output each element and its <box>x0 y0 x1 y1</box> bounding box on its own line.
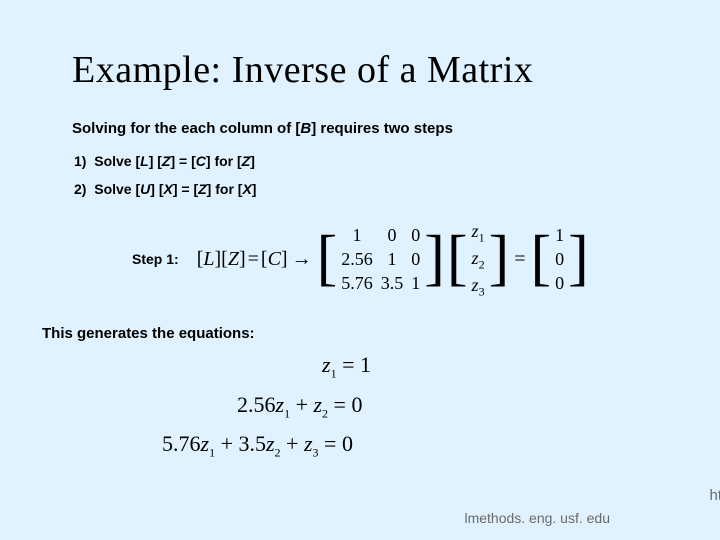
cell: z2 <box>472 246 485 273</box>
t: Solve [ <box>94 153 140 169</box>
cell: 3.5 <box>381 271 404 295</box>
rbracket: ] <box>239 248 246 271</box>
s: 1 <box>479 231 485 245</box>
lbracket: [ <box>317 221 338 298</box>
t: 2.56 <box>237 392 276 417</box>
t: 5.76 <box>162 431 201 456</box>
v: z <box>266 431 275 456</box>
var: U <box>140 181 150 197</box>
generates-label: This generates the equations: <box>42 325 670 342</box>
s: 3 <box>479 284 485 298</box>
vector-z: [ z1 z2 z3 ] <box>447 217 509 301</box>
t: ] = [ <box>173 181 198 197</box>
cell: 1 <box>381 247 404 271</box>
cell: z3 <box>472 273 485 300</box>
t: = 0 <box>319 431 353 456</box>
rbracket: ] <box>281 248 288 271</box>
cell: 0 <box>381 223 404 247</box>
subtitle: Solving for the each column of [B] requi… <box>72 120 670 137</box>
cell: 2.56 <box>341 247 373 271</box>
rbracket: ][ <box>214 248 227 271</box>
col: z1 z2 z3 <box>468 217 489 301</box>
v: z <box>322 352 331 377</box>
col: 0 1 3.5 <box>377 221 408 298</box>
text: Solving for the each column of [ <box>72 120 300 137</box>
eq: = <box>514 248 525 271</box>
lbracket: [ <box>261 248 268 271</box>
step-number: 1) <box>74 153 86 169</box>
t: = 0 <box>328 392 362 417</box>
var: Z <box>242 153 251 169</box>
eq: = <box>248 248 259 271</box>
step-number: 2) <box>74 181 86 197</box>
var: Z <box>198 181 207 197</box>
v: z <box>304 431 313 456</box>
rbracket: ] <box>489 217 510 301</box>
t: = 1 <box>337 352 371 377</box>
equations-block: z1 = 1 2.56z1 + z2 = 0 5.76z1 + 3.5z2 + … <box>152 352 670 460</box>
footer-url: lmethods. eng. usf. edu <box>464 510 610 526</box>
t: ] for [ <box>206 153 242 169</box>
vector-c: [ 1 0 0 ] <box>531 221 589 298</box>
rbracket: ] <box>568 221 589 298</box>
cell: 1 <box>411 271 420 295</box>
col: 1 0 0 <box>551 221 568 298</box>
cell: 0 <box>555 247 564 271</box>
col: 0 0 1 <box>407 221 424 298</box>
arrow-icon: → <box>292 248 312 271</box>
t: + <box>281 431 304 456</box>
var: X <box>242 181 251 197</box>
t: + 3.5 <box>215 431 266 456</box>
t: ] [ <box>149 153 162 169</box>
t: + <box>290 392 313 417</box>
cell: 0 <box>411 247 420 271</box>
cell: 0 <box>555 271 564 295</box>
page-title: Example: Inverse of a Matrix <box>72 48 670 92</box>
cell: 0 <box>411 223 420 247</box>
v: z <box>276 392 285 417</box>
t: ] = [ <box>170 153 195 169</box>
step-1: 1) Solve [L] [Z] = [C] for [Z] <box>74 153 670 169</box>
v: z <box>472 248 479 268</box>
step-2: 2) Solve [U] [X] = [Z] for [X] <box>74 181 670 197</box>
t: ] for [ <box>207 181 243 197</box>
v: z <box>313 392 322 417</box>
cell: z1 <box>472 219 485 246</box>
step1-equation-row: Step 1: [L][Z] = [C] → [ 1 2.56 5.76 0 1… <box>132 217 670 301</box>
lbracket: [ <box>531 221 552 298</box>
v: z <box>472 275 479 295</box>
cell: 1 <box>555 223 564 247</box>
v: z <box>201 431 210 456</box>
v: z <box>472 221 479 241</box>
var: L <box>140 153 149 169</box>
equation-2: 2.56z1 + z2 = 0 <box>237 392 670 421</box>
var-C: C <box>268 248 281 271</box>
matrix-L: [ 1 2.56 5.76 0 1 3.5 0 0 1 ] <box>317 221 445 298</box>
text: ] requires two steps <box>311 120 453 137</box>
equation-1: z1 = 1 <box>322 352 670 381</box>
equation-3: 5.76z1 + 3.5z2 + z3 = 0 <box>162 431 670 460</box>
t: ] <box>250 153 255 169</box>
step1-label: Step 1: <box>132 251 179 267</box>
var: C <box>196 153 206 169</box>
col: 1 2.56 5.76 <box>337 221 377 298</box>
t: ] [ <box>150 181 163 197</box>
var-L: L <box>203 248 214 271</box>
lbracket: [ <box>447 217 468 301</box>
footer-cut-text: ht <box>709 487 720 504</box>
t: Solve [ <box>94 181 140 197</box>
var: X <box>163 181 172 197</box>
cell: 1 <box>341 223 373 247</box>
t: ] <box>252 181 257 197</box>
cell: 5.76 <box>341 271 373 295</box>
s: 2 <box>479 257 485 271</box>
var-b: B <box>300 120 311 137</box>
rbracket: ] <box>424 221 445 298</box>
matrix-equation: [L][Z] = [C] → [ 1 2.56 5.76 0 1 3.5 0 <box>197 217 590 301</box>
var-Z: Z <box>228 248 239 271</box>
